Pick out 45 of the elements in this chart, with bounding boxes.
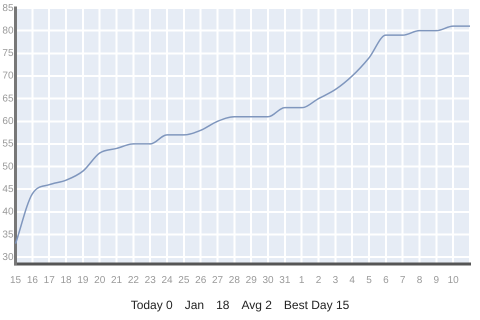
x-tick-label: 8	[416, 274, 423, 286]
x-tick-label: 24	[161, 274, 174, 286]
x-tick-label: 20	[94, 274, 106, 286]
x-tick-label: 2	[316, 274, 322, 286]
x-tick-label: 22	[128, 274, 140, 286]
x-tick-label: 7	[400, 274, 406, 286]
y-tick-label: 30	[2, 252, 14, 263]
x-tick-label: 27	[212, 274, 224, 286]
text: 18	[216, 298, 230, 312]
text: Avg 2	[241, 298, 272, 312]
y-tick-label: 45	[2, 184, 14, 195]
x-tick-label: 25	[178, 274, 190, 286]
x-tick-label: 30	[262, 274, 274, 286]
y-tick-label: 40	[2, 206, 14, 218]
x-tick-label: 5	[366, 274, 372, 286]
x-tick-label: 9	[434, 274, 440, 286]
y-tick-label: 50	[2, 161, 14, 172]
y-tick-label: 55	[2, 138, 14, 150]
x-tick-label: 29	[246, 274, 258, 286]
x-tick-label: 18	[60, 274, 72, 286]
x-tick-label: 3	[332, 274, 339, 286]
x-tick-label: 10	[448, 274, 460, 286]
y-tick-label: 85	[2, 2, 14, 14]
x-tick-label: 15	[10, 274, 22, 286]
x-tick-label: 16	[26, 274, 38, 286]
x-tick-label: 1	[298, 274, 305, 286]
y-tick-label: 60	[2, 116, 14, 128]
text: Jan	[184, 298, 204, 312]
x-tick-label: 6	[383, 274, 390, 286]
y-tick-label: 65	[2, 93, 14, 104]
y-tick-label: 70	[2, 70, 14, 82]
y-tick-label: 75	[2, 48, 14, 60]
x-tick-label: 17	[44, 274, 56, 286]
y-tick-label: 80	[2, 25, 14, 36]
x-tick-label: 26	[195, 274, 207, 286]
text: Best Day 15	[284, 298, 350, 312]
x-tick-label: 31	[279, 274, 291, 286]
x-tick-label: 23	[144, 274, 156, 286]
x-tick-label: 19	[77, 274, 89, 286]
x-tick-label: 28	[228, 274, 240, 286]
y-tick-label: 35	[2, 229, 14, 240]
x-tick-label: 21	[110, 274, 123, 286]
x-tick-label: 4	[349, 274, 356, 286]
text: Today 0	[130, 298, 173, 312]
line-series	[14, 25, 471, 244]
